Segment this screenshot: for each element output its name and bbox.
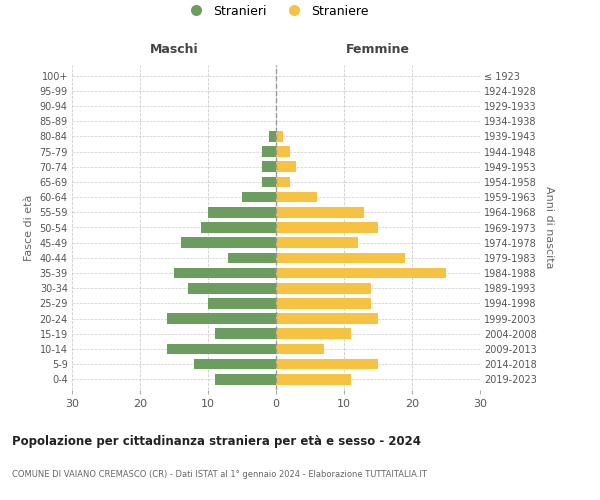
Y-axis label: Anni di nascita: Anni di nascita — [544, 186, 554, 269]
Bar — [276, 283, 371, 294]
Bar — [262, 176, 276, 188]
Bar — [188, 283, 276, 294]
Bar — [276, 328, 351, 339]
Text: Popolazione per cittadinanza straniera per età e sesso - 2024: Popolazione per cittadinanza straniera p… — [12, 435, 421, 448]
Text: Femmine: Femmine — [346, 43, 410, 56]
Bar — [215, 328, 276, 339]
Bar — [208, 298, 276, 308]
Bar — [208, 207, 276, 218]
Bar — [194, 359, 276, 370]
Bar — [276, 252, 405, 263]
Bar — [215, 374, 276, 384]
Bar — [276, 176, 290, 188]
Bar — [181, 238, 276, 248]
Legend: Stranieri, Straniere: Stranieri, Straniere — [178, 0, 374, 22]
Bar — [276, 268, 446, 278]
Bar — [167, 344, 276, 354]
Bar — [276, 207, 364, 218]
Bar — [242, 192, 276, 202]
Bar — [229, 252, 276, 263]
Bar — [269, 131, 276, 141]
Y-axis label: Fasce di età: Fasce di età — [24, 194, 34, 260]
Bar — [167, 314, 276, 324]
Bar — [276, 192, 317, 202]
Bar — [276, 374, 351, 384]
Bar — [276, 162, 296, 172]
Bar — [276, 222, 378, 233]
Bar — [276, 359, 378, 370]
Bar — [276, 314, 378, 324]
Text: COMUNE DI VAIANO CREMASCO (CR) - Dati ISTAT al 1° gennaio 2024 - Elaborazione TU: COMUNE DI VAIANO CREMASCO (CR) - Dati IS… — [12, 470, 427, 479]
Bar — [276, 298, 371, 308]
Bar — [262, 162, 276, 172]
Bar — [276, 131, 283, 141]
Bar — [276, 344, 323, 354]
Bar — [276, 146, 290, 157]
Bar — [262, 146, 276, 157]
Bar — [174, 268, 276, 278]
Text: Maschi: Maschi — [149, 43, 199, 56]
Bar — [276, 238, 358, 248]
Bar — [201, 222, 276, 233]
